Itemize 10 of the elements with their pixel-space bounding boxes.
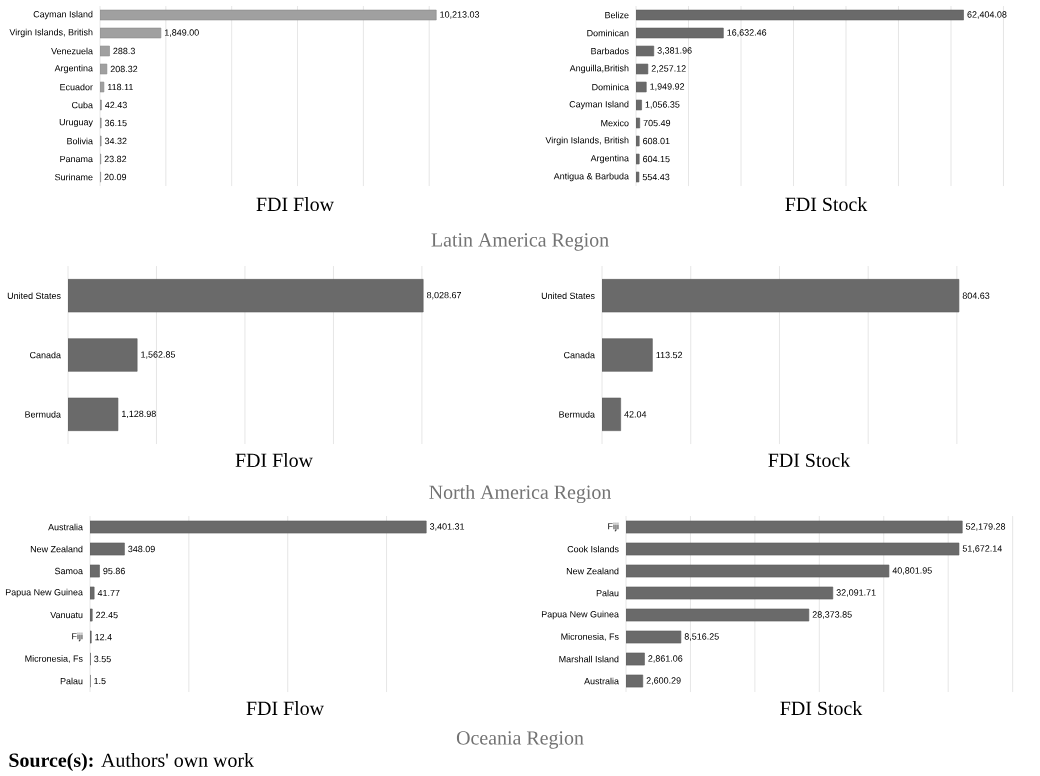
text: FDI Stock [780, 701, 863, 716]
text: Latin America Region [431, 233, 609, 251]
text: FDI Flow [246, 701, 324, 716]
text: FDI Stock [785, 197, 868, 212]
text: FDI Flow [256, 197, 334, 212]
text: FDI Flow [235, 453, 313, 468]
text: North America Region [429, 484, 612, 504]
text: Oceania Region [456, 731, 584, 749]
text: FDI Stock [768, 453, 851, 468]
text: Source(s): Authors' own work [9, 752, 255, 772]
